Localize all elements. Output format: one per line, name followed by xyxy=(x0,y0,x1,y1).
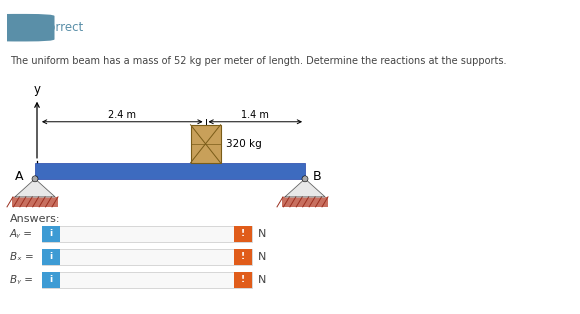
Text: 320 kg: 320 kg xyxy=(226,139,261,149)
Text: The uniform beam has a mass of 52 kg per meter of length. Determine the reaction: The uniform beam has a mass of 52 kg per… xyxy=(10,56,506,66)
Polygon shape xyxy=(15,179,55,197)
Bar xyxy=(42,272,252,288)
Bar xyxy=(234,226,252,242)
Text: i: i xyxy=(49,252,53,262)
Text: !: ! xyxy=(241,275,245,284)
Text: N: N xyxy=(258,252,266,262)
Bar xyxy=(42,249,252,265)
Circle shape xyxy=(32,176,38,182)
Text: 1.4 m: 1.4 m xyxy=(241,110,269,120)
Text: B: B xyxy=(313,170,322,183)
Bar xyxy=(282,197,328,207)
Bar xyxy=(234,249,252,265)
Text: i: i xyxy=(49,275,53,284)
Text: Aᵧ =: Aᵧ = xyxy=(10,229,33,239)
Bar xyxy=(42,249,60,265)
FancyBboxPatch shape xyxy=(0,14,55,41)
Text: 2.4 m: 2.4 m xyxy=(108,110,136,120)
Bar xyxy=(190,125,220,163)
Bar xyxy=(42,226,60,242)
Text: Bᵧ =: Bᵧ = xyxy=(10,275,33,285)
Text: y: y xyxy=(34,83,41,96)
Text: Incorrect: Incorrect xyxy=(32,21,84,34)
Text: A: A xyxy=(14,170,23,183)
Text: !: ! xyxy=(241,230,245,238)
Text: i: i xyxy=(49,230,53,238)
Text: N: N xyxy=(258,275,266,285)
Text: !: ! xyxy=(241,252,245,262)
Text: N: N xyxy=(258,229,266,239)
Text: Bₓ =: Bₓ = xyxy=(10,252,34,262)
Bar xyxy=(234,272,252,288)
Polygon shape xyxy=(285,179,325,197)
Bar xyxy=(12,197,58,207)
Bar xyxy=(42,226,252,242)
Text: Answers:: Answers: xyxy=(10,214,60,224)
Circle shape xyxy=(302,176,308,182)
Bar xyxy=(42,272,60,288)
Bar xyxy=(35,163,305,179)
